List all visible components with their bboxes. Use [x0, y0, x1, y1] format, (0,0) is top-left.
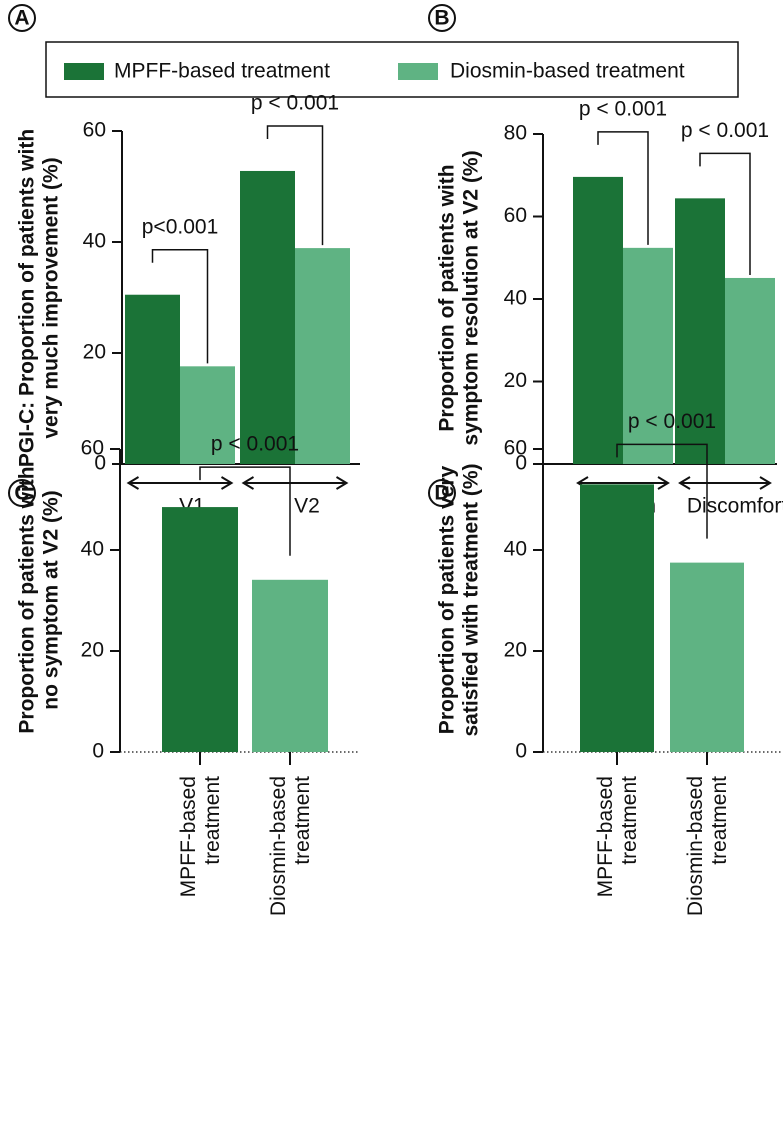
- bar: [675, 198, 725, 464]
- significance-bracket: [199, 466, 291, 556]
- y-axis-label: Proportion of patients very: [436, 466, 459, 735]
- y-tick-label: 0: [515, 452, 527, 475]
- significance-bracket: [699, 152, 751, 275]
- p-value: p<0.001: [142, 215, 219, 238]
- bar: [162, 507, 238, 752]
- significance-bracket: [597, 131, 649, 245]
- significance-bracket: [266, 125, 324, 246]
- y-tick-label: 60: [83, 119, 106, 142]
- x-tick-label: Diosmin-basedtreatment: [267, 776, 314, 916]
- significance-bracket: [616, 443, 708, 539]
- x-tick-label: Discomfort: [687, 495, 783, 518]
- legend-swatch: [398, 63, 438, 80]
- p-value: p < 0.001: [628, 410, 716, 433]
- panel-letter: B: [434, 7, 449, 30]
- bar: [252, 579, 328, 752]
- y-axis-label: symptom resolution at V2 (%): [460, 150, 483, 445]
- p-value: p < 0.001: [251, 92, 339, 115]
- y-tick-label: 0: [92, 740, 104, 763]
- bar: [580, 484, 654, 752]
- legend-swatch: [64, 63, 104, 80]
- panel-badge: [8, 4, 36, 32]
- x-tick-label: Diosmin-basedtreatment: [684, 776, 731, 916]
- bar: [240, 170, 295, 464]
- y-axis-label: very much improvement (%): [40, 157, 63, 438]
- panel-badge: [428, 4, 456, 32]
- y-tick-label: 0: [94, 452, 106, 475]
- panel-letter: D: [434, 482, 449, 505]
- bar: [670, 562, 744, 752]
- legend-label: Diosmin-based treatment: [450, 60, 685, 83]
- bar: [573, 176, 623, 464]
- y-tick-label: 20: [504, 369, 527, 392]
- y-tick-label: 40: [504, 538, 527, 561]
- y-tick-label: 80: [504, 122, 527, 145]
- y-tick-label: 60: [81, 437, 104, 460]
- bar: [125, 294, 180, 464]
- y-tick-label: 60: [504, 204, 527, 227]
- panel-letter: A: [14, 7, 29, 30]
- bar: [623, 247, 673, 464]
- category-arrow: [126, 476, 234, 490]
- y-axis-label: satisfied with treatment (%): [460, 463, 483, 736]
- y-tick-label: 20: [81, 639, 104, 662]
- p-value: p < 0.001: [681, 119, 769, 142]
- bar: [725, 277, 775, 464]
- x-tick-label: V2: [294, 495, 320, 518]
- y-tick-label: 20: [83, 341, 106, 364]
- x-tick-label: MPFF-basedtreatment: [177, 776, 224, 898]
- x-tick-label: MPFF-basedtreatment: [594, 776, 641, 898]
- panel-badge: [428, 479, 456, 507]
- y-tick-label: 60: [504, 437, 527, 460]
- y-tick-label: 40: [83, 230, 106, 253]
- y-tick-label: 0: [515, 740, 527, 763]
- y-axis-label: Proportion of patients with: [436, 164, 459, 431]
- legend-box: [45, 41, 739, 98]
- category-arrow: [678, 476, 772, 490]
- significance-bracket: [151, 248, 209, 364]
- panel-badge: [8, 479, 36, 507]
- bar: [180, 366, 235, 464]
- y-tick-label: 40: [81, 538, 104, 561]
- p-value: p < 0.001: [579, 97, 667, 120]
- y-tick-label: 40: [504, 287, 527, 310]
- y-tick-label: 20: [504, 639, 527, 662]
- panel-letter: C: [14, 482, 29, 505]
- category-arrow: [241, 476, 349, 490]
- bar: [295, 248, 350, 464]
- y-axis-label: no symptom at V2 (%): [40, 490, 63, 709]
- p-value: p < 0.001: [211, 433, 299, 456]
- y-axis-label: PGI-C: Proportion of patients with: [16, 129, 39, 467]
- legend-label: MPFF-based treatment: [114, 60, 330, 83]
- y-axis-label: Proportion of patients with: [16, 466, 39, 733]
